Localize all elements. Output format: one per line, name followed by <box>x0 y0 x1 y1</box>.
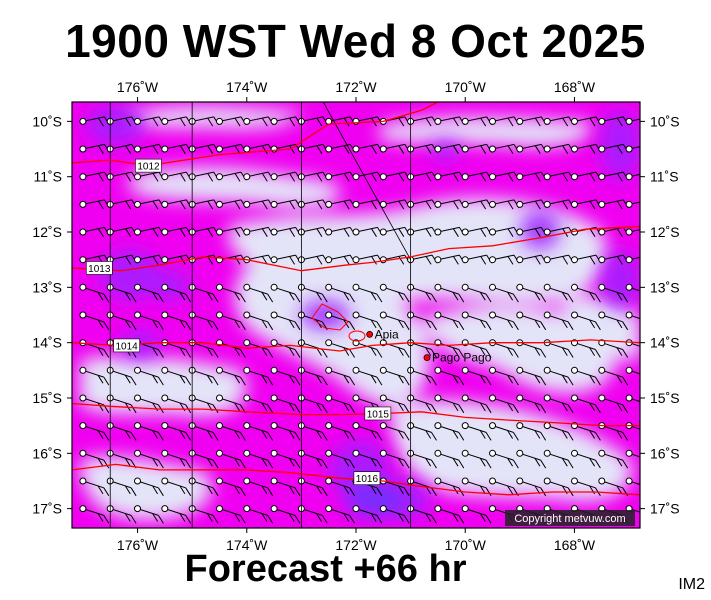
lat-tick-label-right: 16˚S <box>650 445 680 461</box>
lat-tick-label-left: 14˚S <box>32 335 62 351</box>
lon-tick-label-bottom: 174˚W <box>226 537 268 553</box>
isobar-label: 1014 <box>115 341 138 352</box>
isobar-label: 1015 <box>367 409 390 420</box>
isobar-label: 1016 <box>356 474 379 485</box>
lat-tick-label-right: 15˚S <box>650 390 680 406</box>
graticule <box>109 102 412 528</box>
place-markers: Apia Pago Pago <box>366 327 492 365</box>
forecast-label: Forecast +66 hr <box>0 548 711 591</box>
lon-tick-label-bottom: 176˚W <box>117 537 159 553</box>
isobar-label-box <box>113 338 140 353</box>
lon-tick-label-top: 172˚W <box>335 79 377 95</box>
lat-tick-label-right: 17˚S <box>650 501 680 517</box>
islands <box>311 303 366 342</box>
lon-tick-label-top: 176˚W <box>117 79 159 95</box>
page-title: 1900 WST Wed 8 Oct 2025 <box>65 15 646 67</box>
lon-tick-label-bottom: 170˚W <box>445 537 487 553</box>
isobar-line <box>72 339 640 352</box>
lat-tick-label-right: 13˚S <box>650 279 680 295</box>
lon-tick-label-bottom: 168˚W <box>554 537 596 553</box>
place-marker <box>423 354 431 362</box>
isobar-label-box <box>353 471 381 486</box>
axis-labels: 176˚W 176˚W 174˚W 174˚W 172˚W 172˚W 170˚W 170˚W… <box>32 79 679 553</box>
lat-tick-label-left: 12˚S <box>32 224 62 240</box>
place-label: Apia <box>375 327 399 341</box>
copyright-box: Copyright metvuw.com <box>505 510 635 526</box>
lat-tick-label-right: 11˚S <box>650 169 679 185</box>
lat-tick-label-left: 15˚S <box>32 390 62 406</box>
lat-tick-label-right: 12˚S <box>650 224 680 240</box>
isobar-label: 1012 <box>137 162 160 173</box>
lat-tick-label-left: 11˚S <box>33 169 62 185</box>
lat-tick-label-left: 13˚S <box>32 279 62 295</box>
wind-barbs <box>79 116 640 524</box>
isobars: 1012 1013 1014 1015 1016 <box>72 102 640 496</box>
lat-tick-label-left: 10˚S <box>32 113 62 129</box>
place-label: Pago Pago <box>432 351 492 365</box>
isobar-label-box <box>135 158 162 173</box>
isobar-line <box>72 102 439 167</box>
copyright-text: Copyright metvuw.com <box>514 513 625 525</box>
lon-tick-label-top: 174˚W <box>226 79 268 95</box>
isobar-line <box>72 225 640 272</box>
lat-tick-label-left: 17˚S <box>32 501 62 517</box>
image-code: IM2 <box>678 576 705 593</box>
isobar-label-box <box>364 406 392 421</box>
isobar-label: 1013 <box>88 264 111 275</box>
lat-tick-label-left: 16˚S <box>32 445 62 461</box>
isobar-label-box <box>86 261 113 275</box>
lon-tick-label-bottom: 172˚W <box>335 537 377 553</box>
lon-tick-label-top: 170˚W <box>445 79 487 95</box>
forecast-hours: Forecast +66 hr <box>184 548 467 590</box>
lat-tick-label-right: 10˚S <box>650 113 680 129</box>
isobar-line <box>72 402 640 427</box>
lon-tick-label-top: 168˚W <box>554 79 596 95</box>
place-marker <box>366 330 374 338</box>
lat-tick-label-right: 14˚S <box>650 335 680 351</box>
